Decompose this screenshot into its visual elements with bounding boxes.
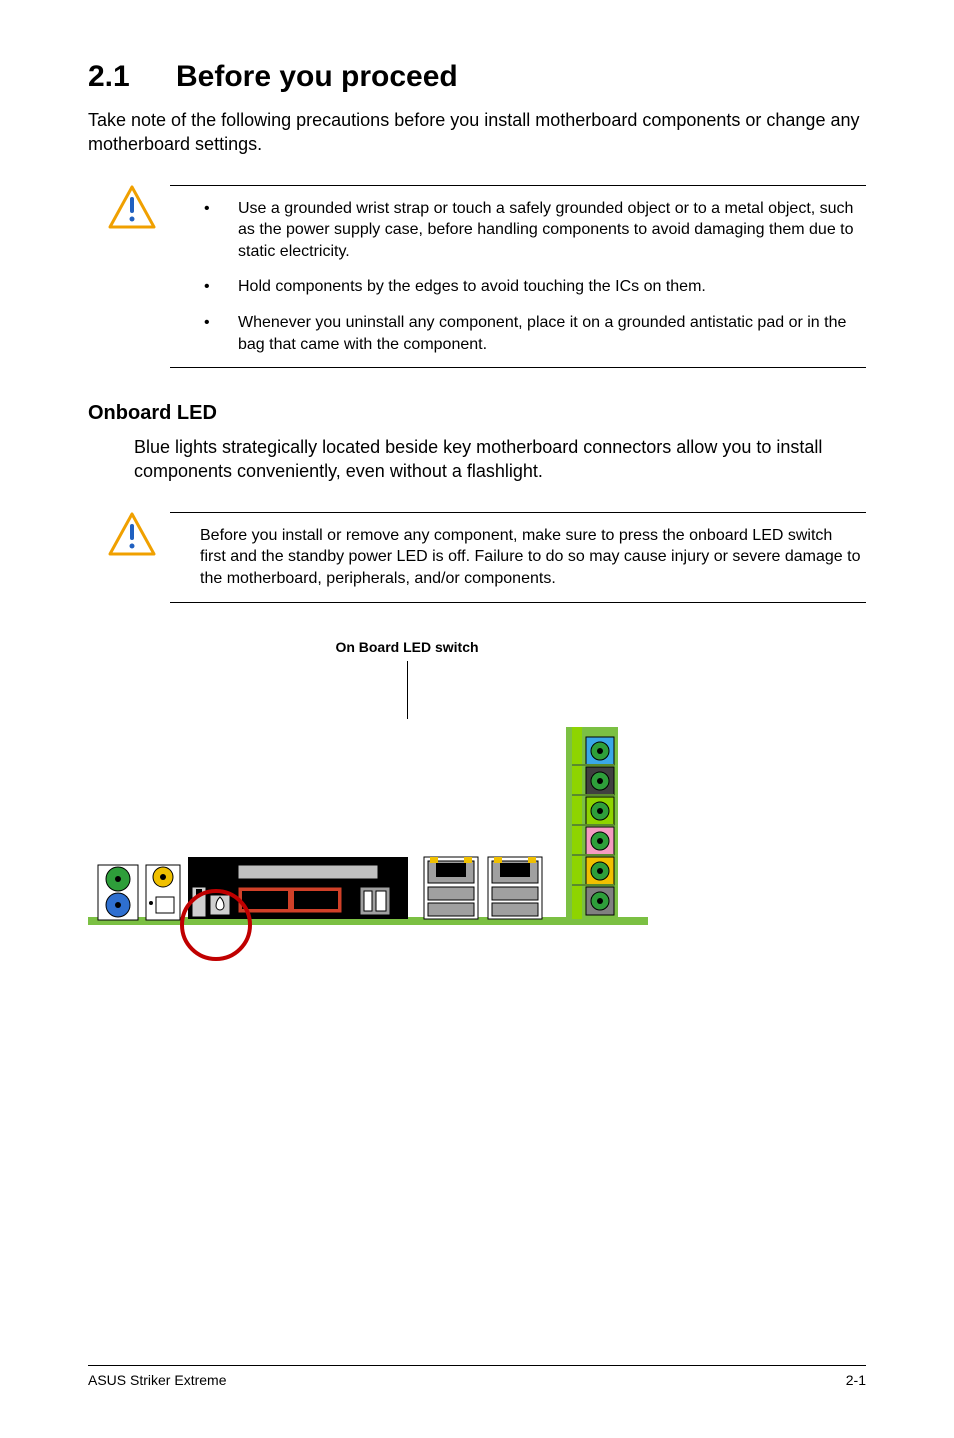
onboard-led-body: Blue lights strategically located beside… <box>134 435 866 484</box>
warning-icon <box>108 185 170 229</box>
list-item: Hold components by the edges to avoid to… <box>204 276 862 298</box>
precautions-list-container: Use a grounded wrist strap or touch a sa… <box>170 185 866 369</box>
onboard-led-warning-text: Before you install or remove any compone… <box>170 512 866 603</box>
onboard-led-heading: Onboard LED <box>88 402 866 425</box>
diagram-leader-line <box>407 661 408 719</box>
onboard-led-warning: Before you install or remove any compone… <box>108 512 866 603</box>
page-footer: ASUS Striker Extreme 2-1 <box>88 1365 866 1388</box>
warning-icon <box>108 512 170 556</box>
precautions-list: Use a grounded wrist strap or touch a sa… <box>170 198 862 356</box>
list-item: Whenever you uninstall any component, pl… <box>204 312 862 355</box>
intro-paragraph: Take note of the following precautions b… <box>88 108 866 157</box>
footer-right: 2-1 <box>846 1372 866 1388</box>
io-panel-diagram: On Board LED switch <box>88 639 866 987</box>
section-number: 2.1 <box>88 60 176 94</box>
section-title: Before you proceed <box>176 60 458 93</box>
io-panel-svg <box>88 727 648 987</box>
footer-left: ASUS Striker Extreme <box>88 1372 226 1388</box>
section-heading: 2.1Before you proceed <box>88 60 866 94</box>
list-item: Use a grounded wrist strap or touch a sa… <box>204 198 862 263</box>
diagram-label: On Board LED switch <box>335 639 478 655</box>
precautions-note: Use a grounded wrist strap or touch a sa… <box>108 185 866 369</box>
